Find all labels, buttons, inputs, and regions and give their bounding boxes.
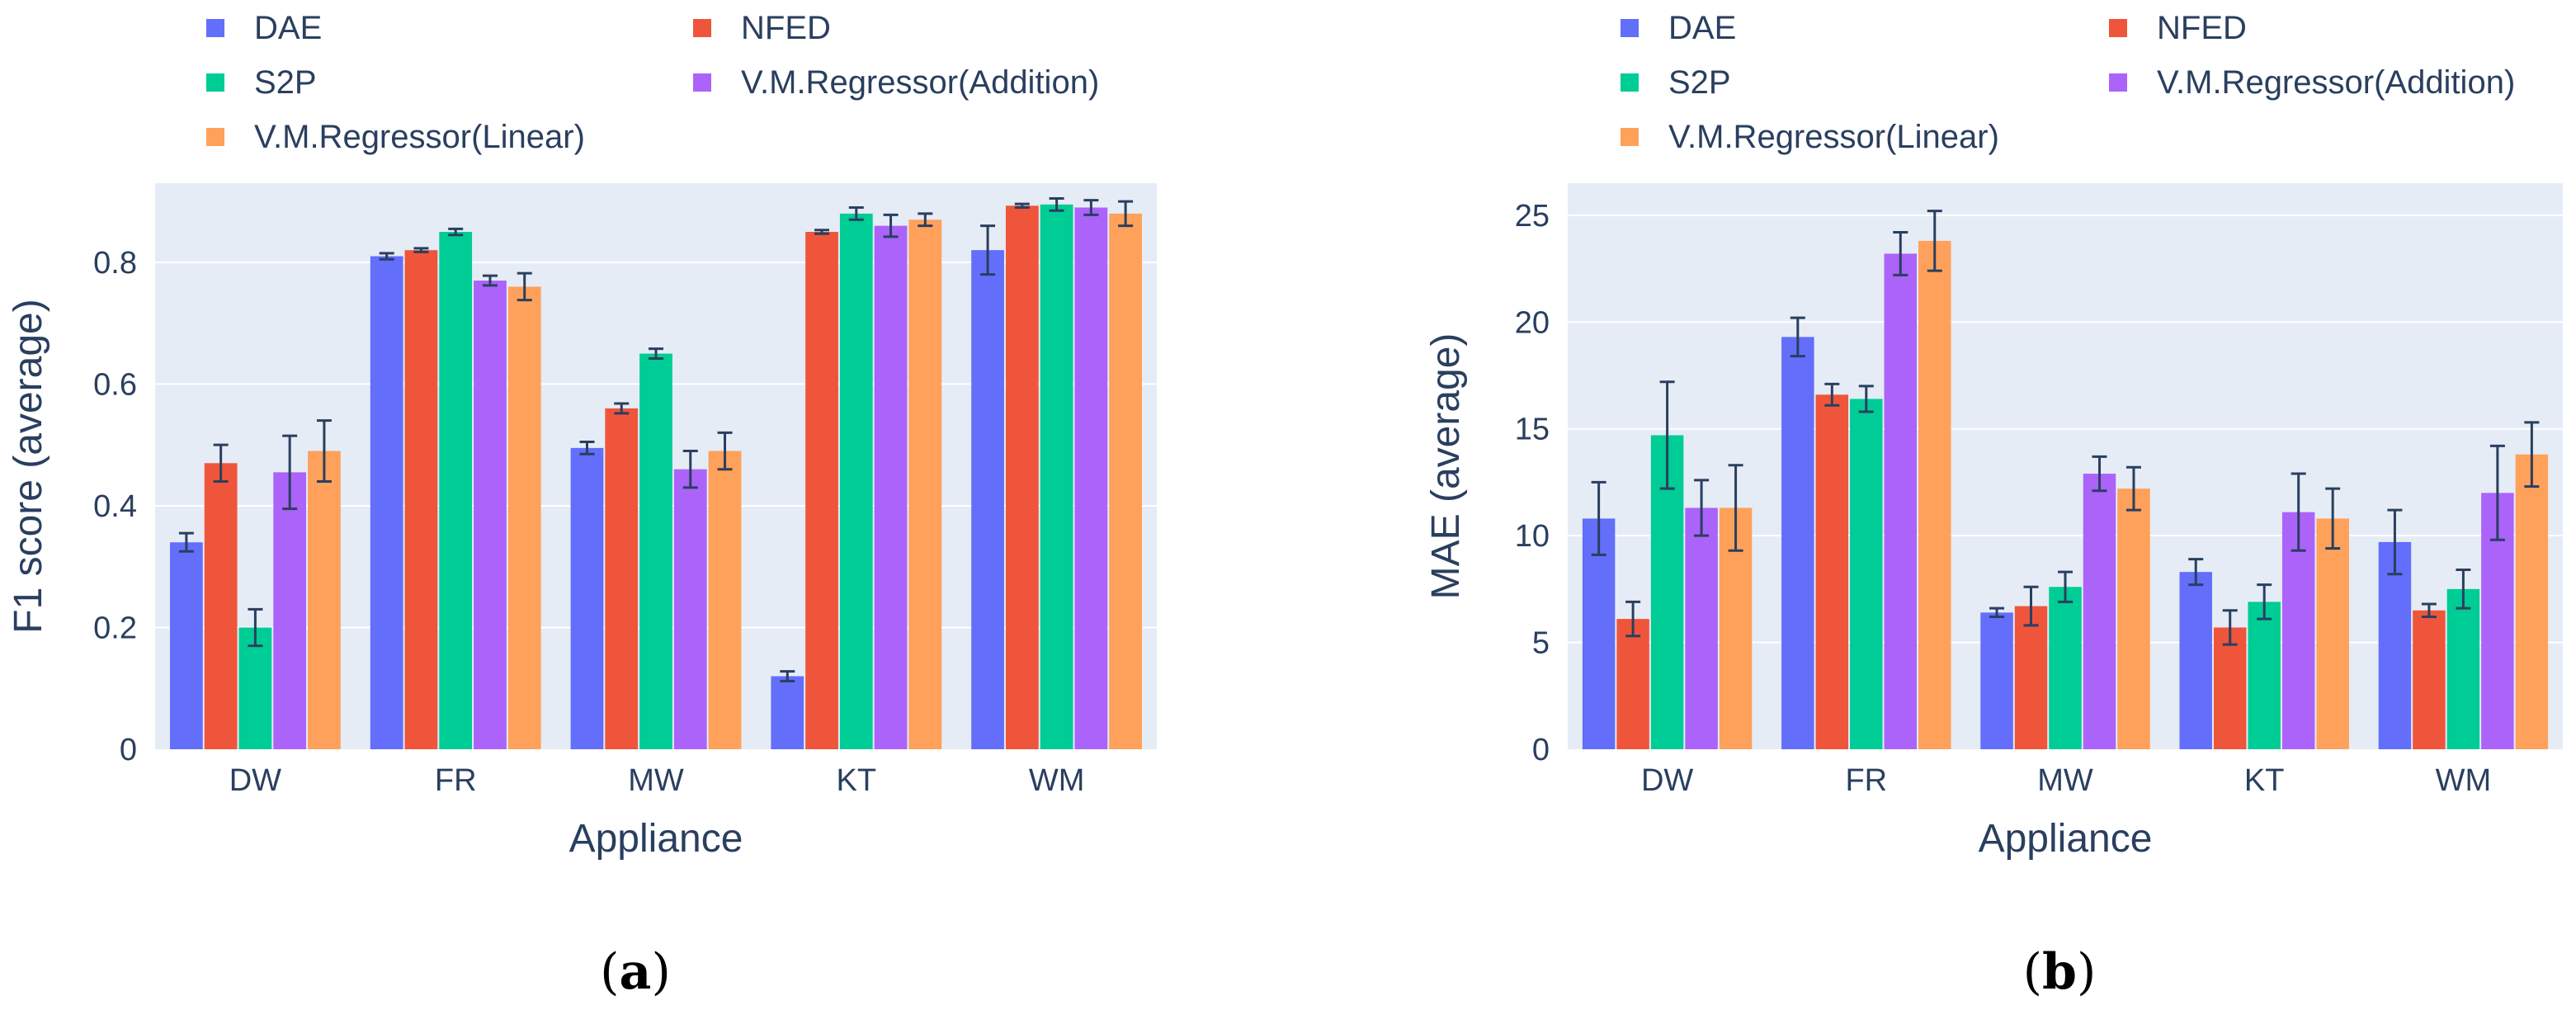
bar-nfed-kt: [805, 232, 838, 749]
legend-label: NFED: [741, 10, 831, 46]
bar-v-m-regressor-addition--wm: [1074, 207, 1108, 749]
bar-nfed-dw: [1616, 619, 1649, 749]
x-tick-label: WM: [2436, 763, 2492, 798]
bar-v-m-regressor-linear--mw: [708, 451, 742, 749]
bar-v-m-regressor-linear--fr: [1918, 240, 1951, 749]
caption-a: (a): [600, 943, 671, 1001]
x-tick-label: KT: [837, 763, 877, 798]
legend-swatch-s2p: [1621, 73, 1639, 92]
legend-swatch-dae: [1621, 19, 1639, 37]
bar-v-m-regressor-addition--dw: [273, 472, 307, 749]
bar-s2p-mw: [639, 353, 672, 749]
bar-dae-mw: [570, 447, 604, 749]
legend-swatch-nfed: [2109, 19, 2127, 37]
bar-nfed-mw: [605, 408, 639, 749]
bar-dae-wm: [971, 250, 1004, 749]
bar-v-m-regressor-addition--fr: [474, 281, 507, 750]
legend-swatch-v-m-regressor-addition-: [2109, 73, 2127, 92]
bar-v-m-regressor-linear--kt: [2316, 518, 2349, 749]
bar-nfed-wm: [1005, 205, 1039, 749]
y-tick-label: 0.4: [93, 489, 137, 524]
chart-panel-a: 0 0.2 0.4 0.6 0.8 DW FR MW KT WM Appliance F1 score…: [7, 10, 1157, 861]
x-tick-label: DW: [229, 763, 281, 798]
x-tick-label: WM: [1029, 763, 1085, 798]
bar-v-m-regressor-linear--wm: [1109, 213, 1143, 749]
bar-nfed-mw: [2014, 606, 2048, 749]
bar-nfed-kt: [2213, 627, 2247, 749]
bar-v-m-regressor-linear--kt: [908, 219, 942, 749]
y-tick-label: 0.2: [93, 611, 137, 645]
y-tick-label: 0.6: [93, 367, 137, 402]
bar-dae-mw: [1980, 612, 2013, 749]
x-tick-label: DW: [1641, 763, 1693, 798]
y-tick-label: 0.8: [93, 246, 137, 281]
legend-label: NFED: [2157, 10, 2247, 46]
x-axis-title: Appliance: [1979, 817, 2153, 861]
bar-s2p-kt: [2248, 602, 2281, 749]
y-tick-label: 25: [1515, 199, 1550, 234]
x-tick-label: MW: [628, 763, 684, 798]
bar-nfed-dw: [204, 463, 238, 749]
bar-v-m-regressor-linear--mw: [2117, 488, 2150, 749]
y-tick-label: 0: [1532, 733, 1550, 767]
bar-s2p-fr: [439, 232, 473, 749]
legend-swatch-v-m-regressor-linear-: [206, 128, 224, 146]
legend-label: S2P: [254, 64, 317, 101]
legend-label: DAE: [254, 10, 322, 46]
bar-s2p-wm: [1040, 204, 1073, 749]
legend-label: V.M.Regressor(Linear): [1668, 119, 1999, 155]
bar-nfed-fr: [404, 250, 438, 749]
legend-label: V.M.Regressor(Linear): [254, 119, 585, 155]
bar-v-m-regressor-linear--fr: [507, 286, 541, 750]
legend-swatch-s2p: [206, 73, 224, 92]
bar-dae-dw: [169, 542, 203, 749]
bar-s2p-fr: [1850, 399, 1883, 749]
bar-v-m-regressor-addition--mw: [2083, 474, 2116, 749]
bar-dae-kt: [2179, 572, 2212, 749]
x-tick-label: FR: [435, 763, 477, 798]
bar-s2p-mw: [2049, 587, 2082, 749]
bar-v-m-regressor-addition--dw: [1685, 507, 1718, 749]
legend-label: V.M.Regressor(Addition): [2157, 64, 2515, 101]
bar-dae-kt: [771, 676, 804, 749]
bar-v-m-regressor-linear--wm: [2515, 454, 2549, 749]
legend-label: DAE: [1668, 10, 1736, 46]
legend-label: S2P: [1668, 64, 1731, 101]
bar-s2p-kt: [839, 213, 873, 749]
y-axis-title: MAE (average): [1424, 333, 1468, 600]
y-tick-label: 20: [1515, 305, 1550, 340]
legend-label: V.M.Regressor(Addition): [741, 64, 1099, 101]
caption-b: (b): [2023, 943, 2097, 1001]
bar-dae-fr: [1781, 337, 1814, 749]
legend-swatch-v-m-regressor-linear-: [1621, 128, 1639, 146]
bar-nfed-fr: [1815, 394, 1849, 749]
x-tick-label: KT: [2244, 763, 2285, 798]
bar-dae-dw: [1582, 518, 1616, 749]
chart-panel-b: 0 5 10 15 20 25 DW FR MW KT WM Appliance MAE (averag…: [1424, 10, 2563, 861]
bar-s2p-wm: [2446, 588, 2480, 749]
y-axis-title: F1 score (average): [7, 299, 50, 634]
bar-v-m-regressor-addition--fr: [1884, 253, 1918, 750]
bar-v-m-regressor-addition--mw: [673, 469, 707, 749]
y-tick-label: 15: [1515, 413, 1550, 447]
bar-dae-fr: [370, 256, 403, 750]
bar-v-m-regressor-addition--kt: [874, 225, 908, 749]
x-axis-title: Appliance: [569, 817, 743, 861]
legend-swatch-nfed: [693, 19, 711, 37]
y-tick-label: 0: [120, 733, 137, 767]
legend-swatch-dae: [206, 19, 224, 37]
y-tick-label: 10: [1515, 519, 1550, 554]
bar-s2p-dw: [238, 627, 272, 749]
legend-swatch-v-m-regressor-addition-: [693, 73, 711, 92]
bar-nfed-wm: [2413, 610, 2446, 749]
bar-v-m-regressor-linear--dw: [308, 451, 341, 749]
bar-dae-wm: [2378, 541, 2412, 749]
y-tick-label: 5: [1532, 626, 1550, 661]
x-tick-label: MW: [2037, 763, 2093, 798]
x-tick-label: FR: [1845, 763, 1887, 798]
